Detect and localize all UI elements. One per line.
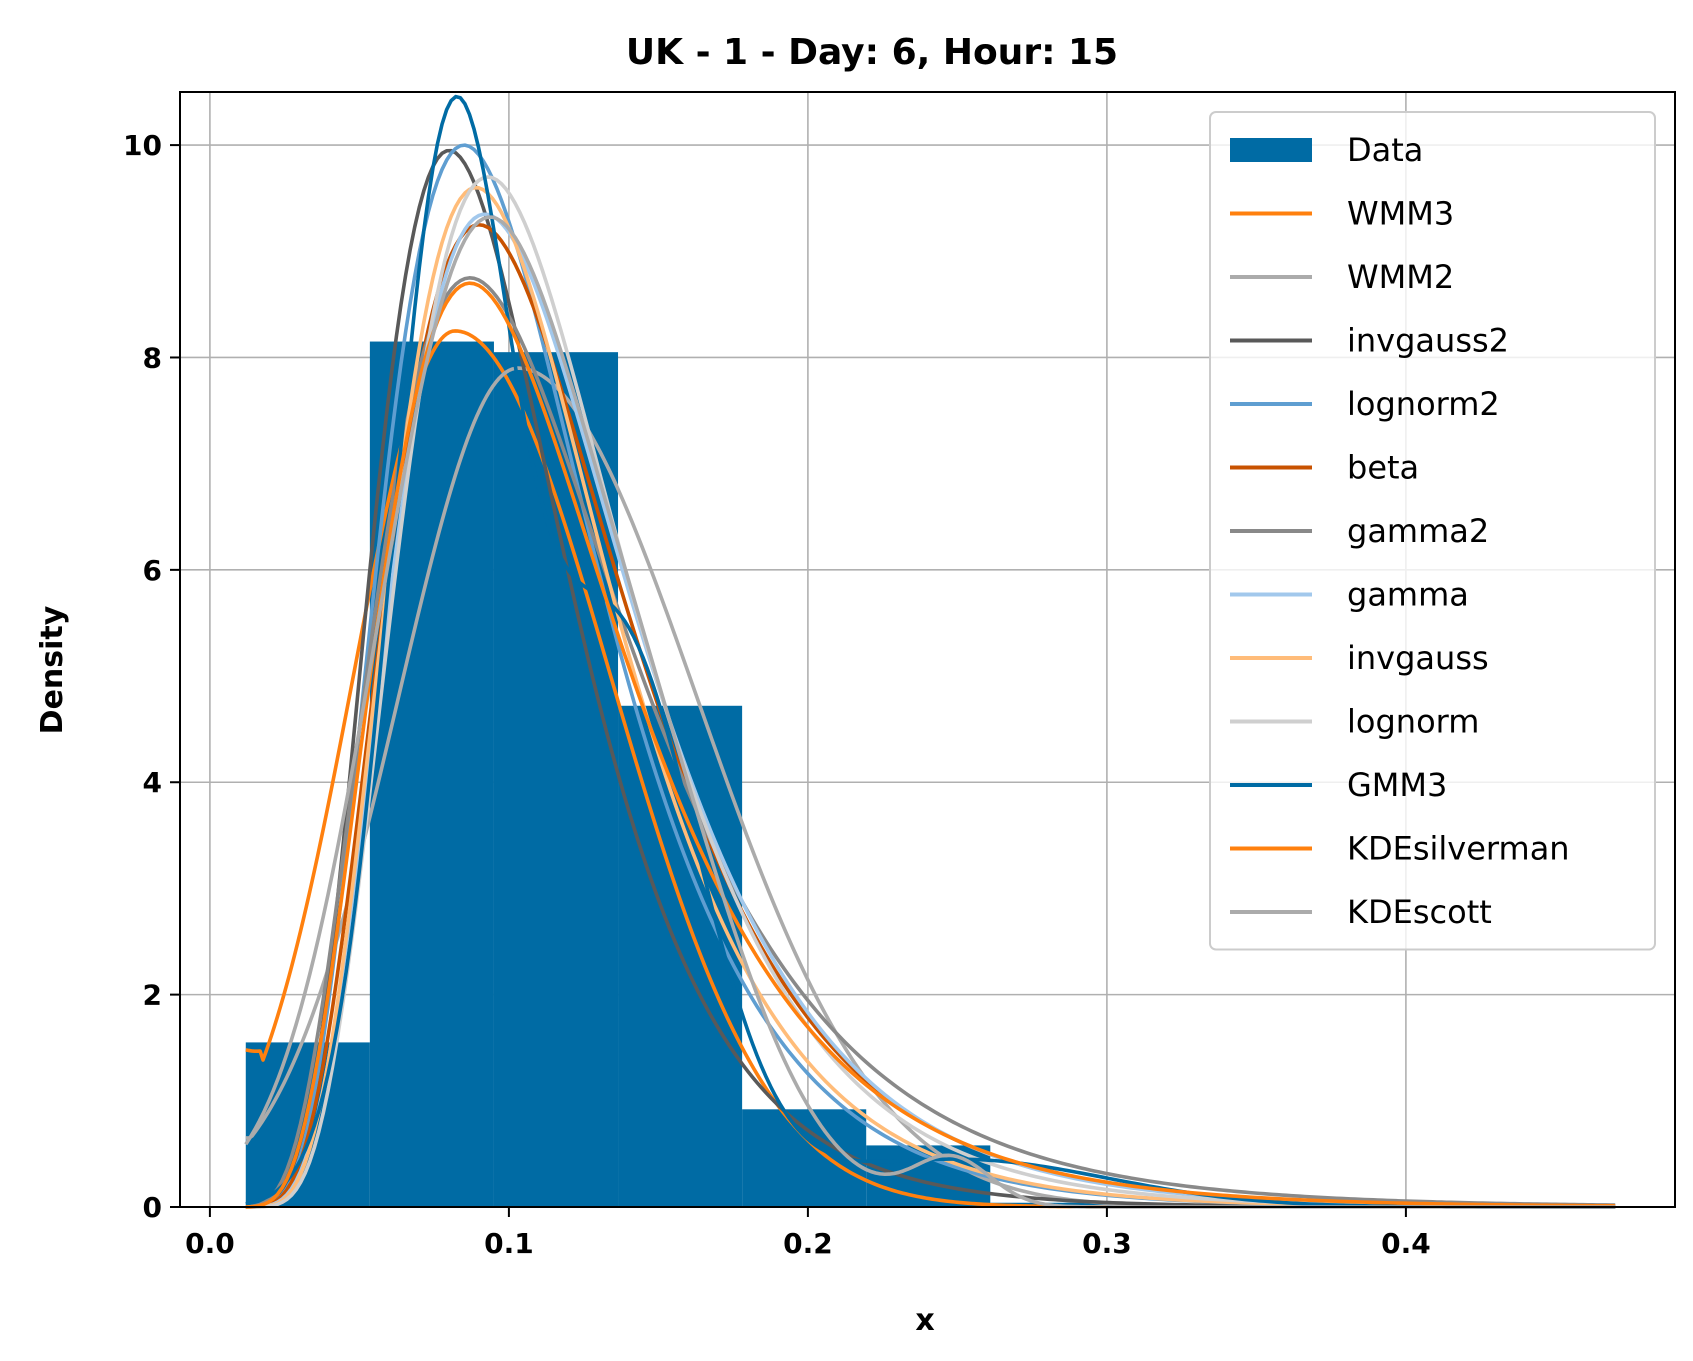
legend-label: GMM3 [1347,766,1447,804]
series-line-gamma2 [245,276,1616,1209]
y-tick-label: 0 [143,1191,162,1224]
y-axis-label: Density [35,605,70,734]
y-tick-label: 4 [143,766,162,799]
legend-label: Data [1347,131,1423,169]
y-tick-label: 6 [143,554,162,587]
legend-label: invgauss2 [1347,322,1509,360]
x-tick-label: 0.0 [185,1227,235,1260]
legend-label: WMM2 [1347,258,1454,296]
y-tick-label: 10 [123,129,162,162]
y-tick-label: 2 [143,979,162,1012]
chart-title: UK - 1 - Day: 6, Hour: 15 [626,32,1118,73]
x-axis-label: x [915,1303,934,1338]
legend-label: beta [1347,449,1419,487]
legend-label: gamma2 [1347,512,1489,550]
legend: Data WMM3 WMM2 invgauss2 lognorm2 beta gamma2 g… [1209,111,1656,951]
x-axis: 0.0 0.1 0.2 0.3 0.4 [185,1207,1431,1260]
x-tick-label: 0.3 [1082,1227,1132,1260]
y-tick-label: 8 [143,341,162,374]
x-tick-label: 0.2 [783,1227,833,1260]
legend-label: lognorm2 [1347,385,1500,423]
x-tick-label: 0.4 [1381,1227,1431,1260]
y-axis: 0 2 4 6 8 10 [123,129,180,1224]
series-line-WMM2 [245,366,1197,1209]
series-line-KDEsilverman [245,281,1616,1209]
legend-label: WMM3 [1347,195,1454,233]
legend-box [1209,111,1656,951]
legend-label: invgauss [1347,639,1489,677]
legend-label: gamma [1347,576,1469,614]
series-line-WMM3 [245,329,1107,1209]
legend-label: KDEscott [1347,893,1492,931]
x-tick-label: 0.1 [484,1227,534,1260]
legend-label: KDEsilverman [1347,830,1570,868]
legend-label: lognorm [1347,703,1479,741]
legend-swatch [1230,138,1312,162]
plot-frame [179,91,1676,1208]
